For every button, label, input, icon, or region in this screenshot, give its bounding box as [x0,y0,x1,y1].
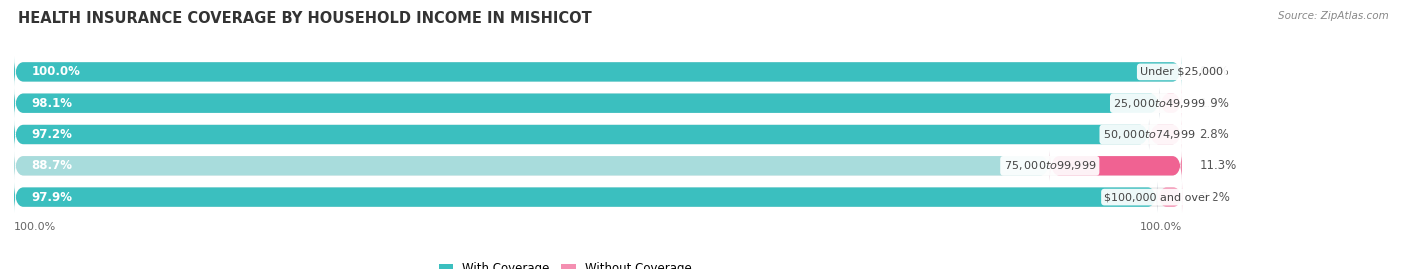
FancyBboxPatch shape [1050,150,1182,181]
Text: 1.9%: 1.9% [1199,97,1229,110]
Text: Under $25,000: Under $25,000 [1140,67,1223,77]
FancyBboxPatch shape [14,182,1157,213]
FancyBboxPatch shape [14,119,1182,150]
Text: 98.1%: 98.1% [31,97,73,110]
Text: 100.0%: 100.0% [14,221,56,232]
Text: $25,000 to $49,999: $25,000 to $49,999 [1114,97,1206,110]
FancyBboxPatch shape [14,88,1182,119]
Text: 88.7%: 88.7% [31,159,73,172]
FancyBboxPatch shape [1149,119,1182,150]
FancyBboxPatch shape [14,119,1149,150]
Text: 11.3%: 11.3% [1199,159,1236,172]
Text: 97.2%: 97.2% [31,128,73,141]
FancyBboxPatch shape [14,150,1050,181]
Text: 2.8%: 2.8% [1199,128,1229,141]
Text: 2.2%: 2.2% [1201,191,1230,204]
FancyBboxPatch shape [1157,182,1182,213]
FancyBboxPatch shape [14,56,1182,87]
Text: $75,000 to $99,999: $75,000 to $99,999 [1004,159,1097,172]
Text: 100.0%: 100.0% [1139,221,1182,232]
Text: HEALTH INSURANCE COVERAGE BY HOUSEHOLD INCOME IN MISHICOT: HEALTH INSURANCE COVERAGE BY HOUSEHOLD I… [18,11,592,26]
Text: Source: ZipAtlas.com: Source: ZipAtlas.com [1278,11,1389,21]
FancyBboxPatch shape [14,56,1182,87]
Text: 0.0%: 0.0% [1199,65,1229,78]
Text: $50,000 to $74,999: $50,000 to $74,999 [1102,128,1195,141]
Text: 97.9%: 97.9% [31,191,73,204]
FancyBboxPatch shape [14,88,1160,119]
FancyBboxPatch shape [14,150,1182,181]
FancyBboxPatch shape [14,182,1182,213]
Legend: With Coverage, Without Coverage: With Coverage, Without Coverage [434,258,696,269]
Text: $100,000 and over: $100,000 and over [1105,192,1211,202]
FancyBboxPatch shape [1160,88,1182,119]
Text: 100.0%: 100.0% [31,65,80,78]
